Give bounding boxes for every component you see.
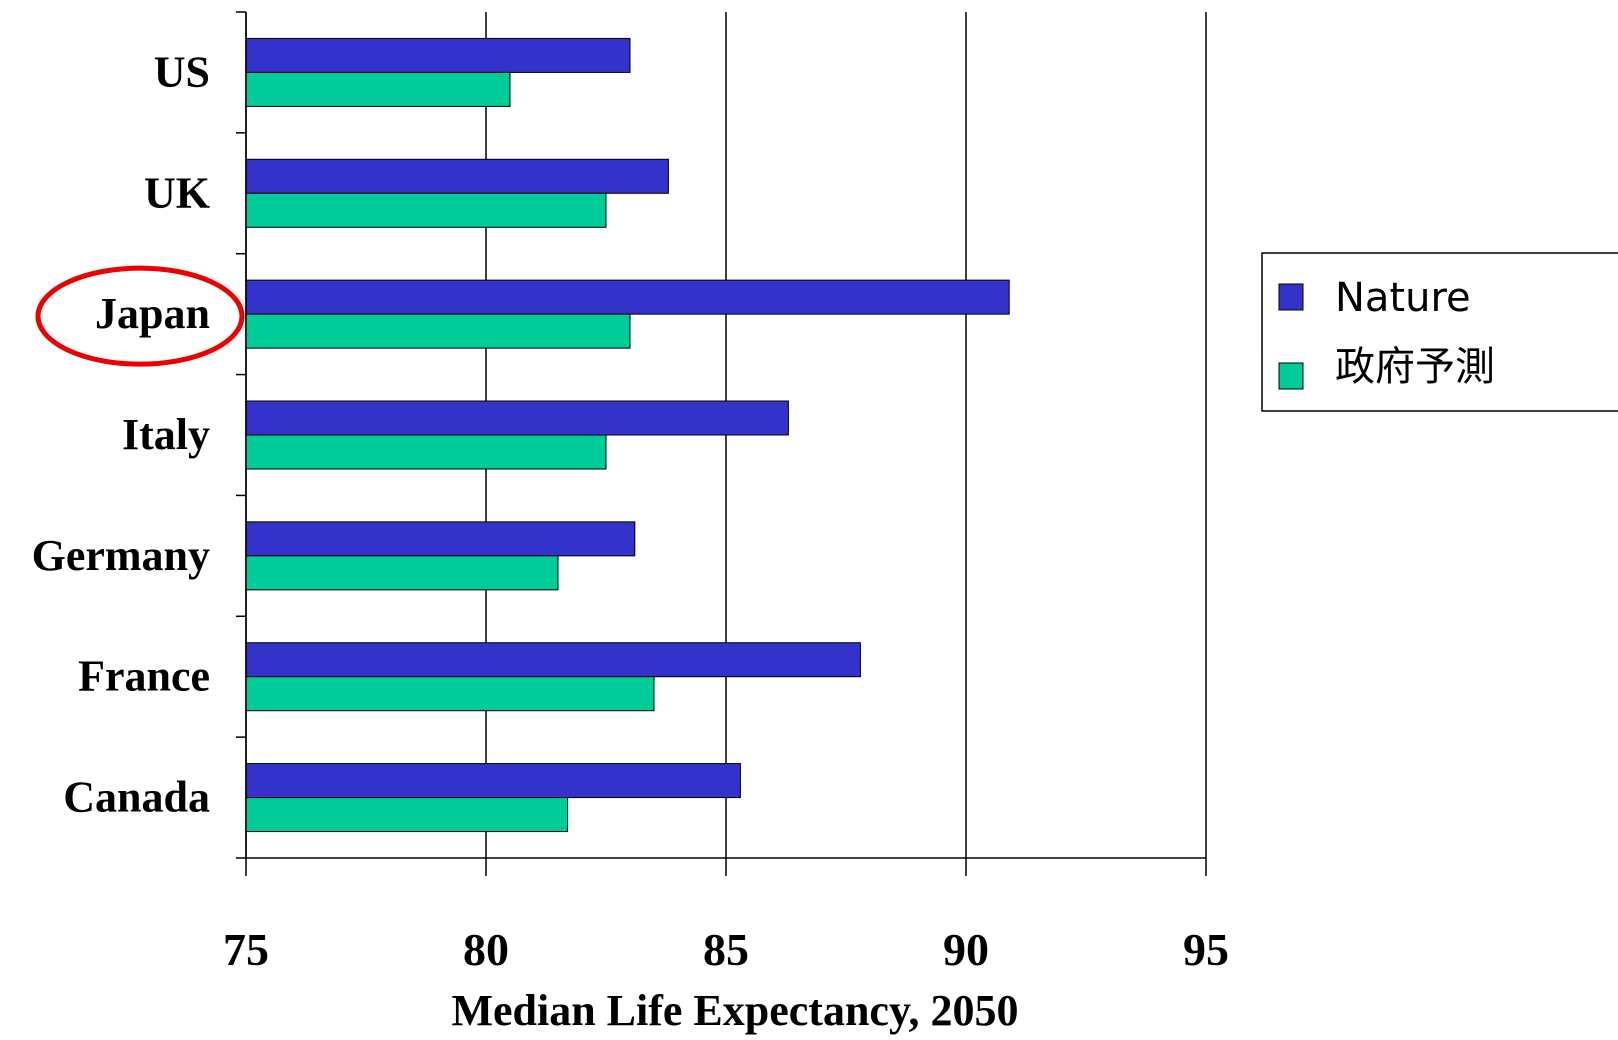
bar-france-series-1 bbox=[245, 676, 655, 712]
bar-us-series-1 bbox=[245, 71, 511, 107]
x-axis-title: Median Life Expectancy, 2050 bbox=[451, 986, 1018, 1035]
tick-labels: 75 80 85 90 95 bbox=[223, 924, 1229, 975]
category-label-germany: Germany bbox=[32, 531, 210, 580]
bar-us-series-0 bbox=[245, 37, 631, 73]
category-label-japan: Japan bbox=[95, 289, 210, 338]
legend: Nature 政府予測 bbox=[1261, 252, 1618, 412]
bar-uk-series-0 bbox=[245, 158, 669, 194]
x-tick-label-80: 80 bbox=[463, 924, 509, 975]
bar-canada-series-1 bbox=[245, 797, 569, 833]
legend-label-government: 政府予測 bbox=[1335, 344, 1495, 390]
legend-swatch-government bbox=[1278, 362, 1304, 390]
bar-germany-series-0 bbox=[245, 521, 636, 557]
x-tick-label-75: 75 bbox=[223, 924, 269, 975]
bar-japan-series-1 bbox=[245, 313, 631, 349]
x-tick-label-95: 95 bbox=[1183, 924, 1229, 975]
bar-canada-series-0 bbox=[245, 763, 741, 799]
bar-italy-series-0 bbox=[245, 400, 789, 436]
bar-japan-series-0 bbox=[245, 279, 1010, 315]
category-label-france: France bbox=[78, 652, 210, 701]
category-labels: US UK Japan Italy Germany France Canada bbox=[32, 47, 210, 821]
bar-italy-series-1 bbox=[245, 434, 607, 470]
category-label-us: US bbox=[154, 47, 210, 96]
category-label-italy: Italy bbox=[122, 410, 210, 459]
bar-france-series-0 bbox=[245, 642, 861, 678]
category-label-canada: Canada bbox=[63, 773, 210, 822]
axes bbox=[236, 11, 1206, 859]
x-tick-label-90: 90 bbox=[943, 924, 989, 975]
legend-swatch-nature bbox=[1278, 283, 1304, 311]
legend-box bbox=[1261, 252, 1618, 412]
bars bbox=[245, 37, 1010, 833]
x-tick-label-85: 85 bbox=[703, 924, 749, 975]
bar-germany-series-1 bbox=[245, 555, 559, 591]
bar-uk-series-1 bbox=[245, 192, 607, 228]
category-label-uk: UK bbox=[144, 168, 210, 217]
legend-label-nature: Nature bbox=[1335, 275, 1471, 321]
highlight-ellipse bbox=[35, 265, 245, 367]
